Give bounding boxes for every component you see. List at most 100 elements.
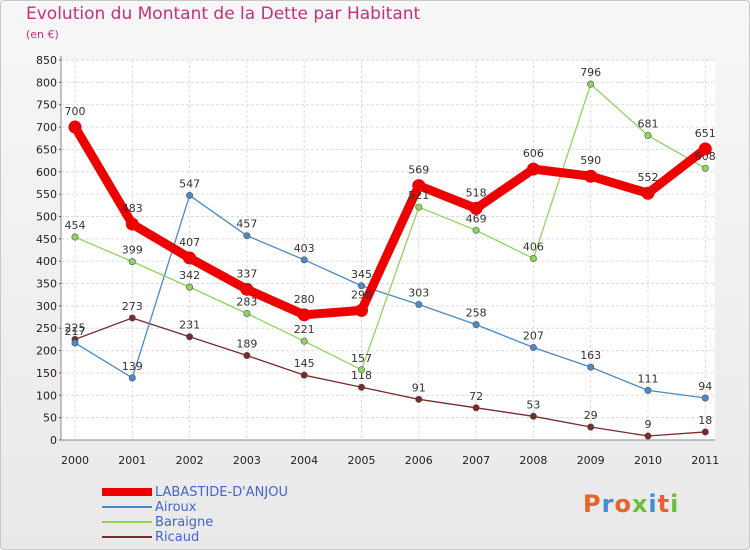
data-label: 139 bbox=[122, 360, 143, 373]
data-point bbox=[641, 186, 655, 200]
legend-label: Baraigne bbox=[155, 515, 214, 530]
y-tick-label: 250 bbox=[36, 322, 57, 335]
x-tick-label: 2001 bbox=[118, 454, 146, 467]
chart-title: Evolution du Montant de la Dette par Hab… bbox=[26, 4, 421, 24]
logo-letter: i bbox=[670, 490, 680, 518]
data-label: 681 bbox=[638, 118, 659, 131]
series-line-ricaud bbox=[74, 317, 706, 437]
series-line-labastide-d-anjou bbox=[70, 122, 710, 320]
data-point bbox=[526, 162, 540, 176]
data-label: 303 bbox=[408, 287, 429, 300]
data-label: 454 bbox=[65, 219, 86, 232]
x-tick-label: 2000 bbox=[61, 454, 89, 467]
data-point bbox=[644, 386, 652, 394]
data-point bbox=[240, 282, 254, 296]
data-point bbox=[186, 191, 194, 199]
data-label: 342 bbox=[179, 269, 200, 282]
y-tick-label: 700 bbox=[36, 121, 57, 134]
data-point bbox=[186, 333, 194, 341]
x-tick-label: 2005 bbox=[348, 454, 376, 467]
logo-letter: o bbox=[614, 490, 632, 518]
legend-swatch bbox=[102, 521, 152, 523]
data-label: 483 bbox=[122, 202, 143, 215]
logo-letter: i bbox=[648, 490, 658, 518]
y-tick-label: 550 bbox=[36, 188, 57, 201]
data-label: 145 bbox=[294, 357, 315, 370]
data-label: 337 bbox=[236, 267, 257, 280]
data-label: 163 bbox=[580, 349, 601, 362]
data-label: 457 bbox=[236, 218, 257, 231]
x-tick-label: 2008 bbox=[519, 454, 547, 467]
x-tick-label: 2002 bbox=[176, 454, 204, 467]
y-tick-label: 50 bbox=[43, 412, 57, 425]
data-point bbox=[128, 374, 136, 382]
data-label: 547 bbox=[179, 177, 200, 190]
data-point bbox=[68, 120, 82, 134]
data-label: 399 bbox=[122, 244, 143, 257]
data-point bbox=[529, 343, 537, 351]
data-point bbox=[128, 258, 136, 266]
logo-letter: P bbox=[583, 490, 602, 518]
data-point bbox=[297, 308, 311, 322]
data-label: 189 bbox=[236, 338, 257, 351]
y-tick-label: 150 bbox=[36, 367, 57, 380]
y-tick-label: 850 bbox=[36, 54, 57, 67]
y-tick-label: 100 bbox=[36, 389, 57, 402]
data-label: 94 bbox=[698, 380, 712, 393]
data-point bbox=[472, 404, 480, 412]
legend-swatch bbox=[102, 506, 152, 508]
y-tick-label: 0 bbox=[50, 434, 57, 447]
x-tick-label: 2009 bbox=[577, 454, 605, 467]
data-point bbox=[357, 366, 365, 374]
logo-letter: t bbox=[657, 490, 671, 518]
data-point bbox=[357, 282, 365, 290]
data-point bbox=[243, 232, 251, 240]
data-label: 118 bbox=[351, 369, 372, 382]
unit-note: (en €) bbox=[26, 28, 59, 41]
data-point bbox=[698, 142, 712, 156]
data-point bbox=[701, 394, 709, 402]
data-point bbox=[701, 428, 709, 436]
data-label: 157 bbox=[351, 352, 372, 365]
data-point bbox=[701, 164, 709, 172]
data-label: 569 bbox=[408, 164, 429, 177]
data-label: 18 bbox=[698, 414, 712, 427]
data-point bbox=[243, 309, 251, 317]
data-label: 590 bbox=[580, 154, 601, 167]
data-label: 518 bbox=[466, 186, 487, 199]
data-label: 700 bbox=[65, 105, 86, 118]
legend-label: Airoux bbox=[155, 500, 197, 515]
data-point bbox=[415, 203, 423, 211]
data-point bbox=[71, 339, 79, 347]
data-label: 521 bbox=[408, 189, 429, 202]
data-point bbox=[587, 423, 595, 431]
data-point bbox=[412, 179, 426, 193]
data-label: 403 bbox=[294, 242, 315, 255]
series-line-airoux bbox=[74, 194, 706, 399]
series-line-baraigne bbox=[74, 83, 706, 371]
logo-letter: x bbox=[631, 490, 649, 518]
data-label: 273 bbox=[122, 300, 143, 313]
data-label: 280 bbox=[294, 293, 315, 306]
legend-label: LABASTIDE-D'ANJOU bbox=[155, 485, 288, 500]
y-tick-label: 650 bbox=[36, 143, 57, 156]
data-point bbox=[644, 132, 652, 140]
data-point bbox=[644, 432, 652, 440]
data-label: 651 bbox=[695, 127, 716, 140]
data-label: 606 bbox=[523, 147, 544, 160]
y-tick-label: 800 bbox=[36, 76, 57, 89]
data-label: 221 bbox=[294, 323, 315, 336]
data-label: 552 bbox=[638, 171, 659, 184]
y-tick-label: 450 bbox=[36, 233, 57, 246]
data-point bbox=[128, 314, 136, 322]
data-point bbox=[300, 371, 308, 379]
logo-letter: r bbox=[601, 490, 615, 518]
data-label: 9 bbox=[645, 418, 652, 431]
data-label: 290 bbox=[351, 288, 372, 301]
data-point bbox=[587, 363, 595, 371]
data-point bbox=[472, 321, 480, 329]
x-tick-label: 2007 bbox=[462, 454, 490, 467]
x-tick-label: 2011 bbox=[691, 454, 719, 467]
data-label: 407 bbox=[179, 236, 200, 249]
y-tick-label: 300 bbox=[36, 300, 57, 313]
